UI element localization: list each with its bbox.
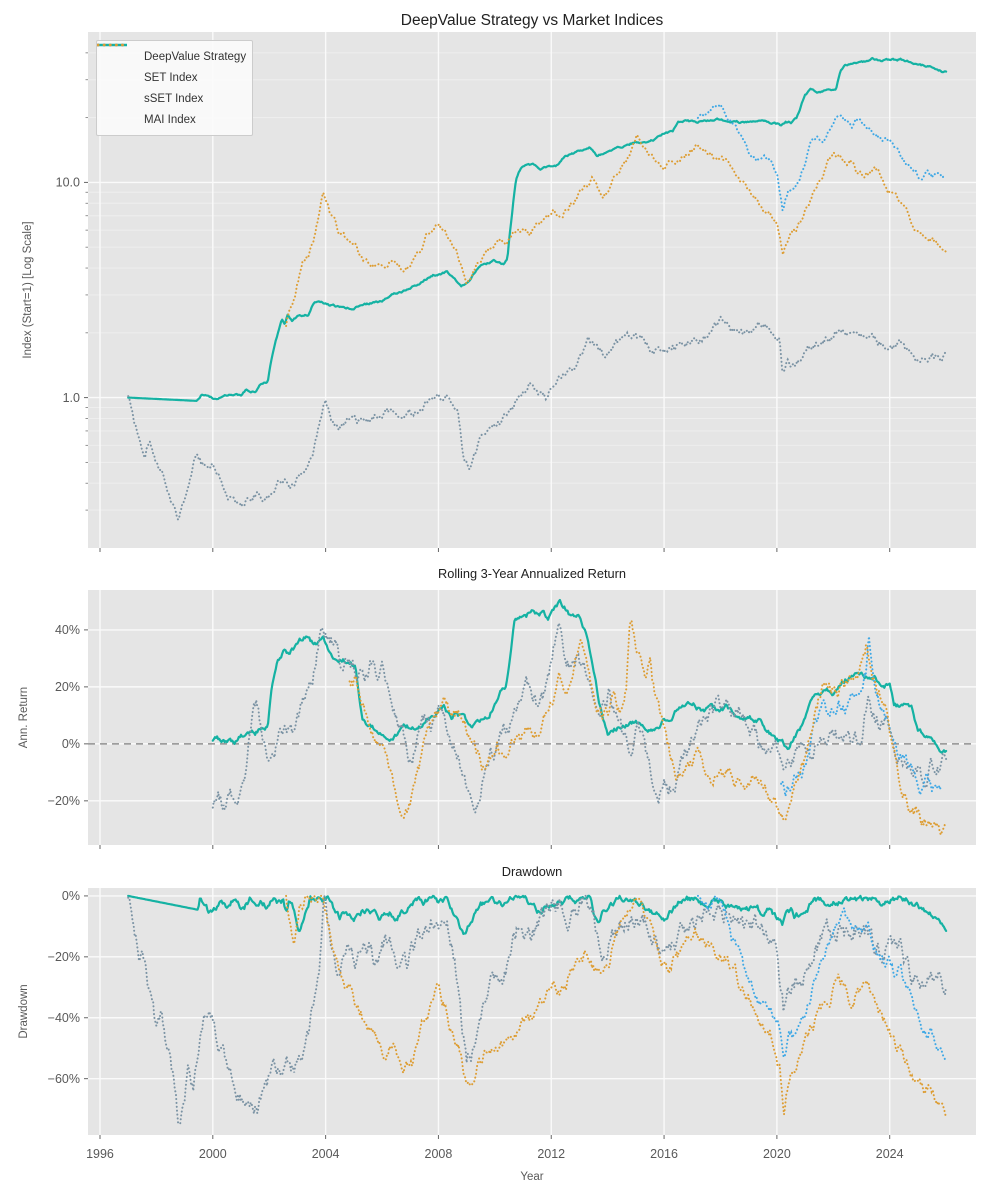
- series-line-mai-index: [285, 894, 947, 1118]
- series-line-mai-index: [348, 618, 947, 838]
- y-tick-label: 10.0: [56, 176, 80, 190]
- x-tick-label: 1996: [86, 1147, 114, 1161]
- x-tick-label: 2012: [537, 1147, 565, 1161]
- legend: DeepValue Strategy SET Index sSET Index …: [96, 40, 253, 136]
- x-tick-label: 2004: [312, 1147, 340, 1161]
- series-line-mai-index: [285, 132, 947, 327]
- plot-background: [88, 888, 976, 1135]
- x-tick-label: 2020: [763, 1147, 791, 1161]
- series-line-set-index: [127, 894, 948, 1126]
- legend-item-label: SET Index: [144, 71, 198, 84]
- series-line-deepvalue-strategy: [127, 894, 948, 935]
- y-axis-label: Ann. Return: [18, 687, 30, 748]
- panel-3: 1996 2000 2004 2008 2012 2016 2020 2024 0% −20% −4…: [18, 864, 976, 1183]
- legend-item-sset: sSET Index: [97, 43, 244, 109]
- y-tick-label: 0%: [62, 889, 80, 903]
- x-tick-label: 2024: [876, 1147, 904, 1161]
- series-line-deepvalue-strategy: [211, 598, 948, 754]
- legend-item-mai: MAI Index: [97, 43, 244, 130]
- legend-swatch-mai: [97, 43, 136, 124]
- legend-item-set: SET Index: [97, 43, 244, 88]
- series-line-sset-index: [780, 636, 943, 798]
- legend-item-label: MAI Index: [144, 113, 196, 126]
- series-line-sset-index: [696, 102, 947, 214]
- panel-title: DeepValue Strategy vs Market Indices: [401, 12, 664, 29]
- series-line-deepvalue-strategy: [127, 56, 948, 402]
- y-tick-label: −40%: [48, 1011, 80, 1025]
- y-tick-label: 1.0: [63, 391, 80, 405]
- y-tick-label: −20%: [48, 950, 80, 964]
- series-group: [127, 56, 948, 522]
- plot-background: [88, 590, 976, 845]
- legend-item-label: sSET Index: [144, 92, 204, 105]
- panel-title: Rolling 3-Year Annualized Return: [438, 566, 626, 581]
- series-group: [127, 893, 948, 1126]
- legend-swatch-set: [97, 43, 136, 82]
- y-tick-label: 20%: [55, 680, 80, 694]
- series-line-sset-index: [696, 893, 947, 1062]
- y-axis-label: Index (Start=1) [Log Scale]: [22, 221, 34, 358]
- legend-swatch-sset: [97, 43, 136, 103]
- x-axis-label: Year: [520, 1171, 543, 1183]
- legend-item-strategy: DeepValue Strategy: [98, 43, 247, 67]
- legend-item-label: DeepValue Strategy: [144, 50, 247, 63]
- y-tick-label: −20%: [48, 794, 80, 808]
- x-tick-label: 2000: [199, 1147, 227, 1161]
- y-tick-label: 40%: [55, 623, 80, 637]
- series-line-set-index: [211, 619, 948, 816]
- y-axis-label: Drawdown: [18, 984, 30, 1038]
- series-line-set-index: [127, 314, 948, 522]
- panel-2: 40% 20% 0% −20% Rolling 3-Year Annualized Re…: [18, 566, 976, 849]
- legend-swatch-strategy: [98, 43, 136, 61]
- y-tick-label: 0%: [62, 737, 80, 751]
- series-group: [211, 598, 948, 838]
- panel-title: Drawdown: [502, 864, 562, 879]
- x-tick-label: 2008: [425, 1147, 453, 1161]
- y-tick-label: −60%: [48, 1072, 80, 1086]
- x-tick-label: 2016: [650, 1147, 678, 1161]
